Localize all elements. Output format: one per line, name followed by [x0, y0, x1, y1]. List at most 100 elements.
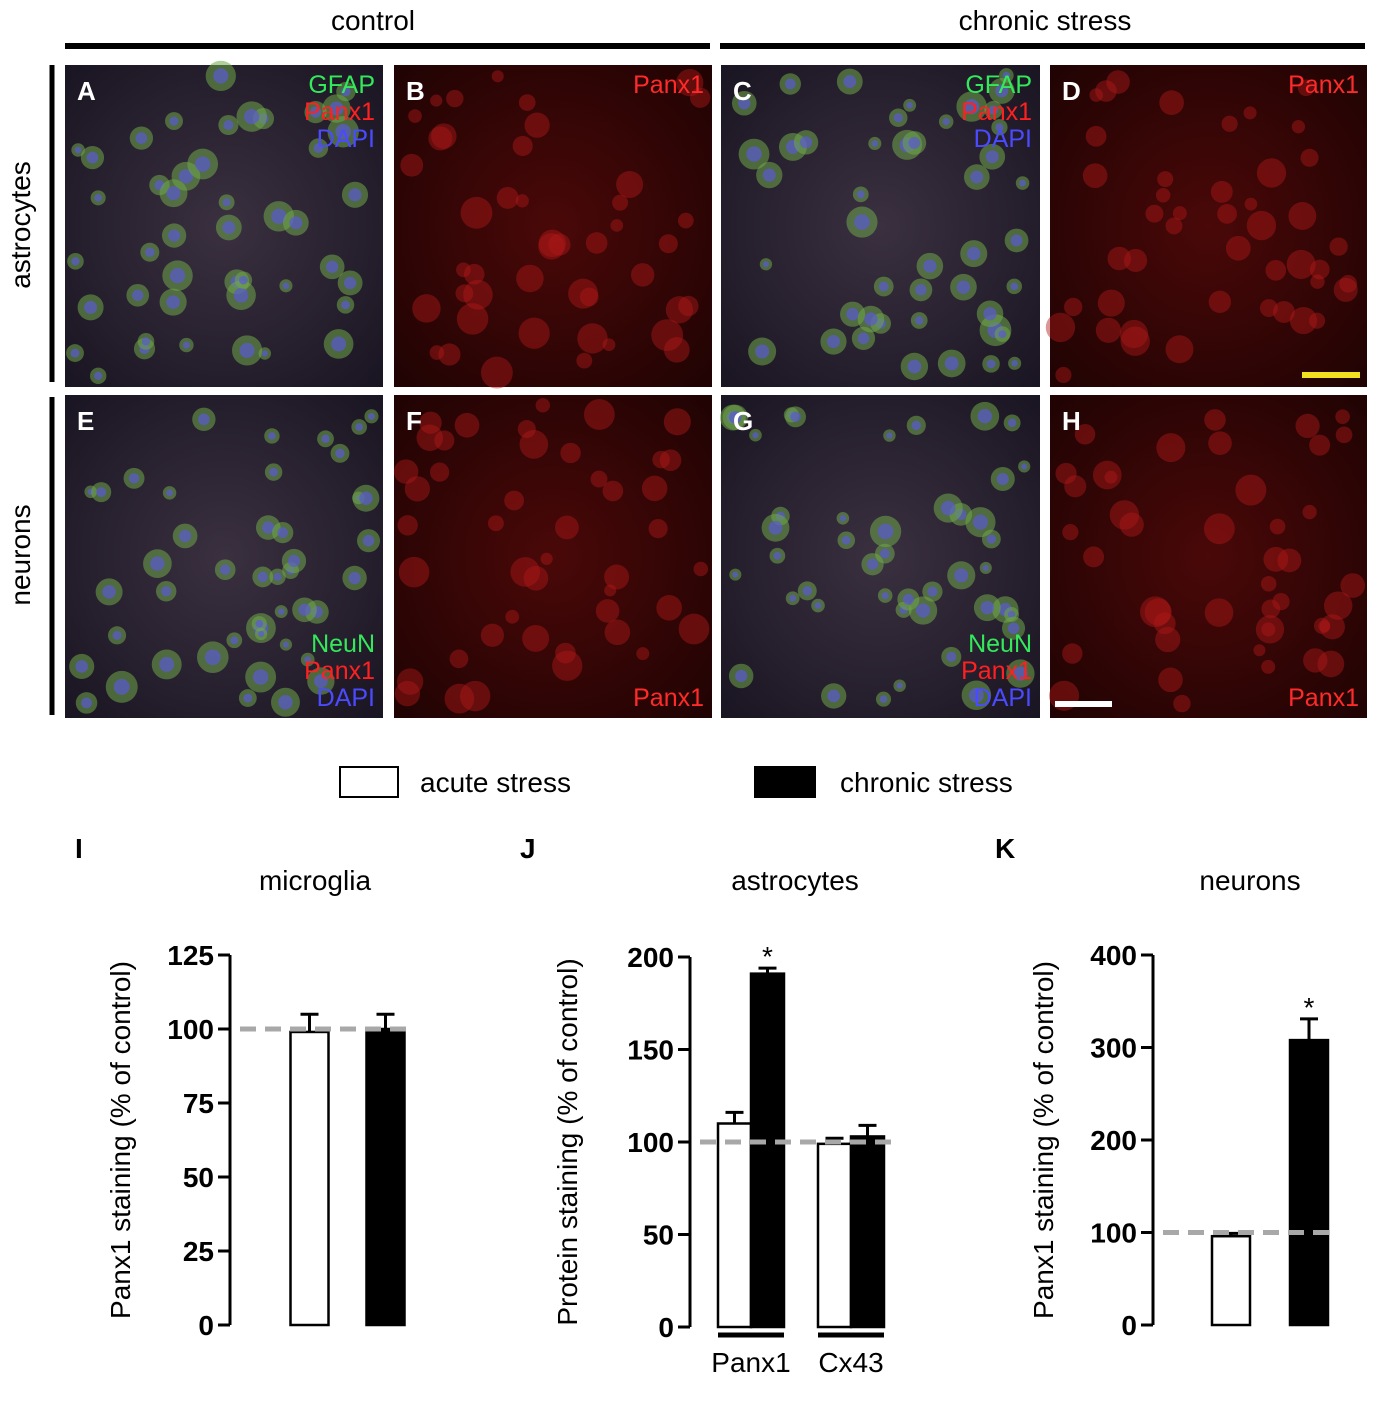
nucleus	[854, 214, 870, 230]
nucleus	[310, 106, 322, 118]
cell	[480, 356, 513, 389]
panel-letter: G	[733, 406, 753, 436]
cell	[538, 229, 566, 258]
cell	[665, 296, 694, 324]
y-tick-label: 300	[1090, 1033, 1137, 1064]
cell	[1310, 274, 1325, 289]
cell	[1246, 210, 1277, 241]
cell	[1300, 148, 1319, 167]
cell	[524, 112, 550, 138]
nucleus	[995, 123, 1004, 132]
nucleus	[239, 342, 255, 358]
cell	[590, 470, 608, 488]
cell	[659, 449, 682, 472]
cell	[1158, 667, 1183, 693]
cell	[515, 194, 529, 208]
nucleus	[321, 434, 330, 444]
cell	[1165, 335, 1194, 364]
cell	[1261, 622, 1276, 637]
nucleus	[239, 275, 248, 285]
cell	[1273, 301, 1295, 323]
nucleus	[178, 529, 192, 543]
micrograph-image	[1050, 395, 1367, 718]
cell	[1289, 306, 1318, 335]
nucleus	[915, 284, 927, 296]
cell	[1119, 319, 1149, 349]
nucleus	[166, 186, 181, 201]
nucleus	[145, 247, 155, 257]
nucleus	[755, 344, 770, 359]
nucleus	[331, 336, 347, 352]
nucleus	[166, 489, 173, 497]
cell	[487, 515, 504, 532]
cell	[676, 68, 704, 97]
nucleus	[871, 140, 879, 147]
nucleus	[768, 520, 783, 535]
nucleus	[968, 687, 984, 703]
panel-letter: B	[406, 76, 425, 106]
nucleus	[940, 500, 956, 516]
cell	[552, 650, 583, 681]
nucleus	[329, 101, 344, 116]
cell	[1153, 612, 1176, 635]
nucleus	[1011, 360, 1018, 367]
y-axis-label: Panx1 staining (% of control)	[105, 961, 136, 1319]
nucleus	[970, 170, 984, 184]
nucleus	[335, 123, 352, 140]
y-axis-label: Protein staining (% of control)	[552, 958, 583, 1325]
nucleus	[789, 594, 797, 602]
cell	[1265, 259, 1287, 281]
y-tick-label: 50	[183, 1162, 214, 1193]
cell	[1297, 79, 1315, 97]
cell	[1295, 413, 1320, 439]
cell	[658, 234, 678, 254]
cell	[1317, 650, 1345, 678]
cell	[1277, 548, 1302, 573]
nucleus	[282, 641, 289, 648]
cell	[1335, 426, 1353, 444]
nucleus	[946, 651, 957, 662]
nucleus	[169, 116, 179, 126]
nucleus	[335, 448, 345, 459]
cell	[648, 519, 668, 539]
cell	[1208, 290, 1232, 314]
row-label: neurons	[5, 504, 36, 605]
cell	[419, 411, 442, 434]
cell	[491, 70, 504, 83]
nucleus	[222, 198, 231, 207]
cell	[630, 263, 655, 287]
cell	[1329, 237, 1348, 256]
nucleus	[916, 603, 931, 618]
nucleus	[348, 188, 362, 202]
cell	[516, 264, 544, 293]
cell	[1124, 248, 1148, 272]
nucleus	[902, 593, 914, 605]
nucleus	[972, 514, 988, 530]
nucleus	[262, 521, 275, 534]
nucleus	[985, 150, 999, 164]
cell	[518, 94, 536, 111]
nucleus	[988, 105, 998, 115]
cell	[1107, 246, 1132, 271]
cell	[1335, 409, 1350, 425]
x-tick-label: Panx1	[711, 1347, 790, 1378]
stain-label: DAPI	[974, 125, 1032, 153]
nucleus	[735, 669, 748, 683]
nucleus	[802, 586, 813, 596]
panel-letter: A	[77, 76, 96, 106]
cell	[1095, 317, 1121, 343]
cell	[678, 295, 699, 317]
cell	[480, 623, 505, 647]
cell	[412, 294, 441, 323]
cell	[1159, 90, 1184, 115]
nucleus	[762, 168, 776, 182]
cell	[538, 233, 565, 260]
cell	[555, 642, 576, 664]
nucleus	[927, 586, 938, 597]
cell	[1203, 513, 1235, 545]
nucleus	[244, 109, 260, 125]
nucleus	[980, 600, 995, 615]
y-tick-label: 100	[1090, 1218, 1137, 1249]
cell	[1303, 648, 1328, 673]
